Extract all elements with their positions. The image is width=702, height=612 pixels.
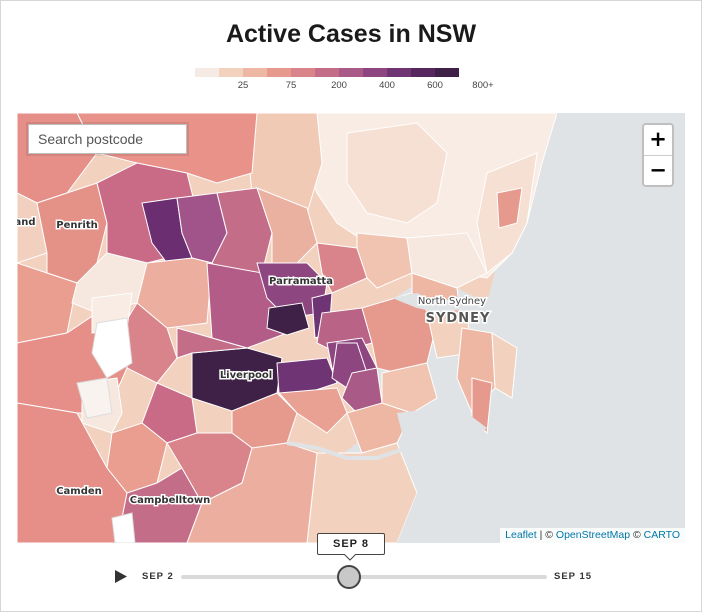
region-cabramatta — [176, 327, 248, 359]
carto-link[interactable]: CARTO — [643, 529, 680, 541]
label-edge: and — [17, 217, 36, 228]
label-campbelltown: Campbelltown — [130, 495, 210, 506]
timeline-handle[interactable] — [337, 565, 362, 589]
legend-swatch-4 — [291, 68, 315, 77]
legend-swatch-2 — [243, 68, 267, 77]
attribution-sep1: | © — [536, 529, 556, 541]
choropleth-map[interactable]: Penrith Parramatta North Sydney SYDNEY L… — [17, 113, 685, 543]
legend-swatches — [195, 68, 507, 77]
legend-label-4: 600 — [427, 80, 443, 91]
label-liverpool: Liverpool — [220, 370, 272, 381]
osm-link[interactable]: OpenStreetMap — [555, 529, 631, 541]
region-bankstown — [276, 357, 338, 394]
region-white-patch-camden — [111, 512, 136, 543]
search-postcode-input[interactable] — [28, 124, 187, 154]
label-parramatta: Parramatta — [269, 276, 333, 287]
legend-swatch-8 — [387, 68, 411, 77]
map-attribution: Leaflet | © OpenStreetMap © CARTO — [500, 528, 685, 543]
region-revesby — [277, 387, 348, 434]
legend-label-1: 75 — [285, 80, 297, 91]
legend-swatch-1 — [219, 68, 243, 77]
map-canvas[interactable]: Penrith Parramatta North Sydney SYDNEY L… — [17, 113, 685, 543]
timeline-track[interactable] — [181, 575, 547, 579]
timeline-start-label: SEP 2 — [142, 571, 174, 582]
label-sydney: SYDNEY — [426, 311, 491, 326]
legend-label-0: 25 — [237, 80, 249, 91]
region-maroubra — [471, 377, 493, 435]
page-title: Active Cases in NSW — [225, 20, 477, 48]
legend-swatch-5 — [315, 68, 339, 77]
timeline-end-label: SEP 15 — [554, 571, 593, 582]
label-camden: Camden — [56, 486, 102, 497]
region-ermington — [316, 242, 368, 294]
legend-label-2: 200 — [331, 80, 347, 91]
zoom-control: + − — [642, 123, 674, 187]
date-pointer-icon — [344, 554, 356, 561]
zoom-out-button[interactable]: − — [644, 155, 672, 185]
georges-river — [286, 441, 408, 460]
region-rockdale — [381, 362, 438, 414]
botany-bay — [397, 408, 487, 453]
legend-swatch-9 — [411, 68, 435, 77]
legend-swatch-3 — [267, 68, 291, 77]
current-date-label: SEP 8 — [317, 533, 385, 555]
harbour — [392, 293, 537, 319]
region-st-marys — [17, 262, 78, 344]
timeline-slider: SEP 8 SEP 2 SEP 15 — [0, 533, 702, 605]
region-granville-hot — [266, 302, 310, 336]
legend-label-3: 400 — [379, 80, 395, 91]
label-north-sydney: North Sydney — [418, 296, 486, 307]
sea — [397, 113, 685, 543]
legend-labels: 25 75 200 400 600 800+ — [195, 80, 507, 94]
legend-swatch-10 — [435, 68, 459, 77]
region-nb-accent — [496, 187, 523, 229]
legend-swatch-0 — [195, 68, 219, 77]
region-white-patch-s — [76, 377, 113, 419]
legend-label-5: 800+ — [472, 80, 494, 91]
region-bondi — [491, 332, 518, 399]
leaflet-link[interactable]: Leaflet — [505, 529, 537, 541]
attribution-sep2: © — [630, 529, 644, 541]
region-north-sydney — [406, 232, 488, 289]
region-north-mid — [346, 122, 448, 224]
label-penrith: Penrith — [56, 220, 98, 231]
legend-swatch-6 — [339, 68, 363, 77]
legend-swatch-7 — [363, 68, 387, 77]
play-icon[interactable] — [114, 569, 128, 584]
zoom-in-button[interactable]: + — [644, 125, 672, 155]
region-white-patch — [91, 317, 133, 379]
color-legend: 25 75 200 400 600 800+ — [195, 68, 507, 94]
